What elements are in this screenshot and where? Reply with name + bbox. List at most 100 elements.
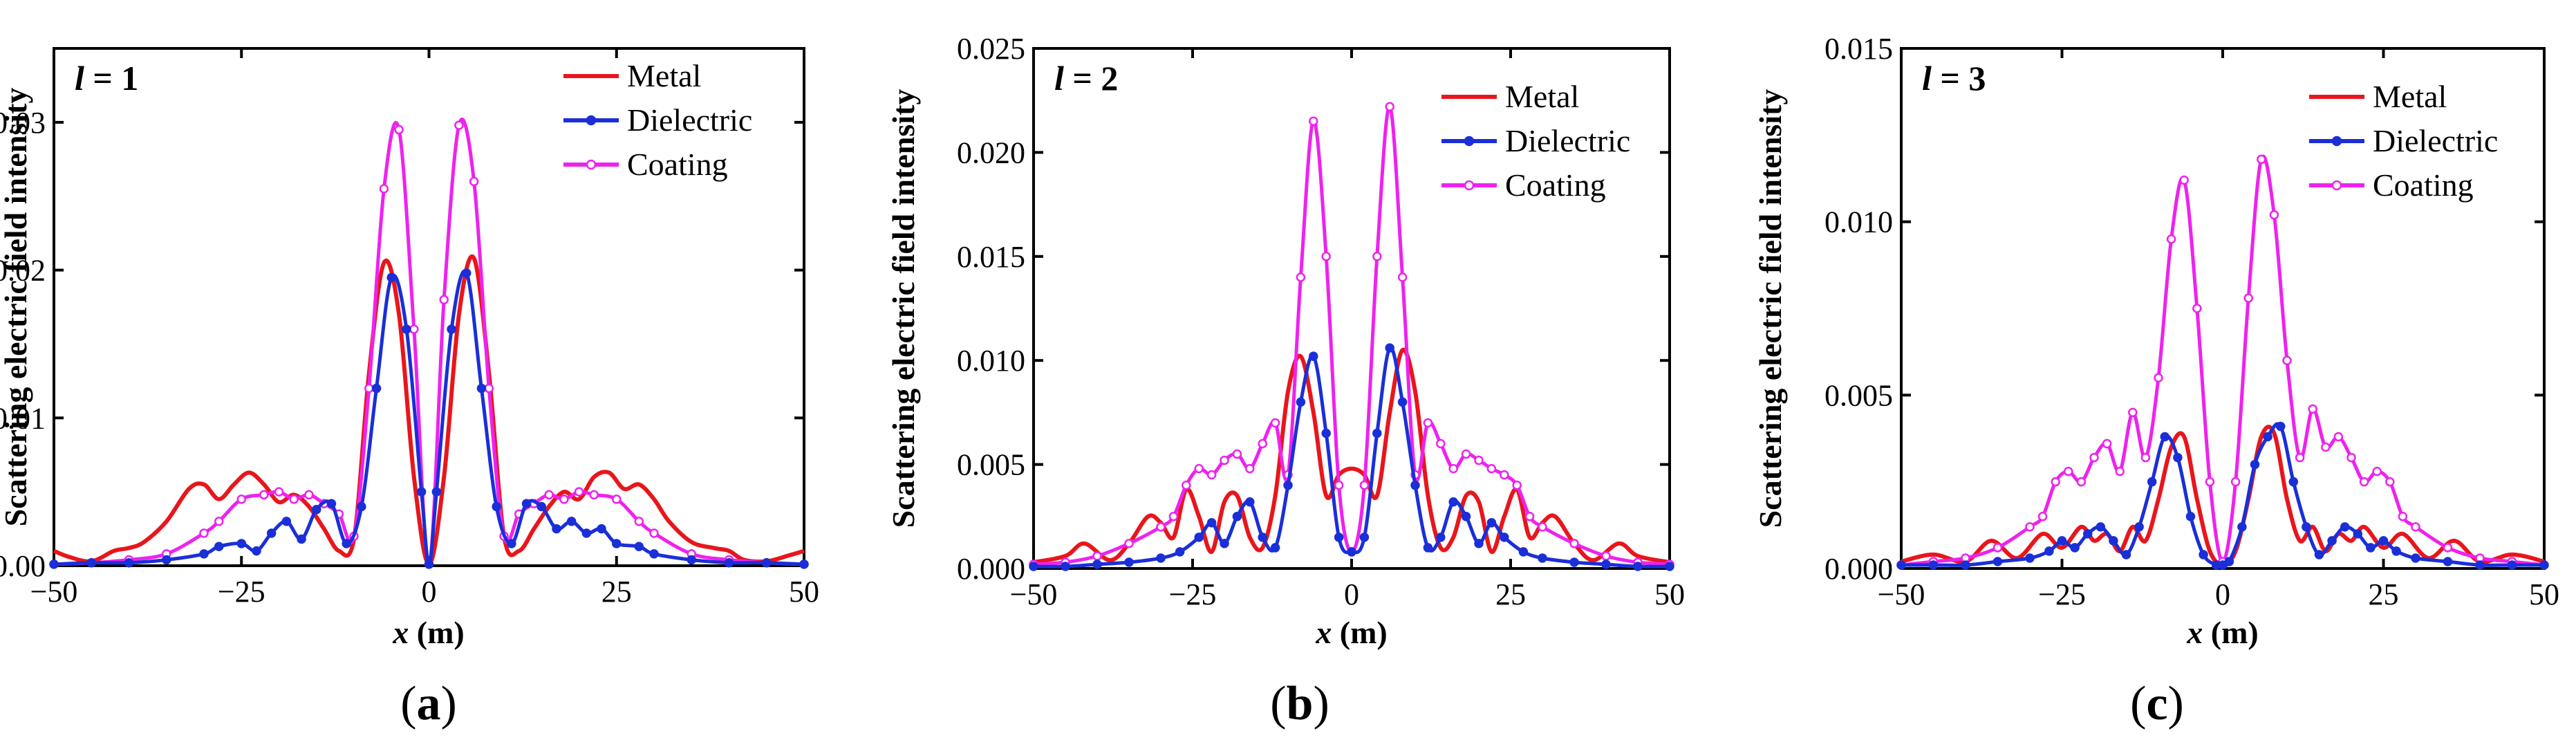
data-point-dielectric — [2475, 560, 2485, 570]
data-point-dielectric — [386, 272, 396, 283]
data-point-coating — [409, 324, 419, 334]
x-tick-label: −25 — [218, 575, 265, 609]
data-point-coating — [2179, 175, 2189, 185]
data-point-coating — [1372, 252, 1382, 261]
data-point-dielectric — [281, 517, 292, 526]
panel-tag: l = 1 — [75, 59, 138, 98]
data-point-coating — [1397, 272, 1408, 282]
data-point-dielectric — [2353, 529, 2363, 539]
series-line-metal — [1033, 347, 1670, 564]
caption: (c) — [2130, 677, 2184, 730]
caption-letter: b — [1287, 677, 1314, 730]
data-point-coating — [2372, 466, 2382, 477]
data-point-dielectric — [1347, 547, 1356, 557]
caption-letter: c — [2146, 677, 2167, 730]
data-point-dielectric — [507, 539, 516, 548]
y-tick-label: 0.025 — [957, 32, 1025, 66]
data-point-coating — [1461, 449, 1471, 459]
data-point-dielectric — [2275, 421, 2286, 432]
data-point-coating — [379, 184, 389, 194]
y-tick-label: 0.010 — [1824, 205, 1893, 239]
x-axis-title: x (m) — [392, 615, 464, 650]
x-tick-label: 50 — [1654, 577, 1685, 611]
data-point-coating — [214, 517, 224, 526]
data-point-dielectric — [1283, 480, 1293, 490]
data-point-dielectric — [536, 501, 546, 512]
data-point-coating — [2064, 466, 2073, 477]
series-line-dielectric — [1033, 346, 1670, 568]
data-point-coating — [1474, 455, 1484, 465]
legend-label-coating: Coating — [1505, 167, 1606, 203]
data-point-dielectric — [2121, 550, 2131, 559]
data-point-coating — [236, 494, 246, 504]
data-point-coating — [2295, 452, 2305, 463]
data-point-coating — [2359, 477, 2369, 487]
data-point-dielectric — [1448, 497, 1458, 507]
data-point-dielectric — [2185, 512, 2196, 521]
data-point-dielectric — [2147, 477, 2157, 487]
data-point-dielectric — [1321, 428, 1331, 438]
data-point-dielectric — [2302, 522, 2311, 532]
x-tick-label: 0 — [422, 575, 437, 609]
data-point-dielectric — [1461, 512, 1471, 521]
legend: Metal Dielectric Coating — [2309, 79, 2498, 203]
x-axis-title: x (m) — [1315, 615, 1387, 650]
data-point-dielectric — [687, 555, 696, 565]
data-point-dielectric — [2044, 546, 2054, 556]
data-point-coating — [544, 490, 554, 500]
data-point-dielectric — [2070, 543, 2080, 553]
data-point-coating — [454, 120, 464, 130]
data-point-coating — [1538, 522, 1547, 532]
data-point-dielectric — [124, 557, 134, 568]
data-point-coating — [1309, 116, 1318, 127]
data-point-dielectric — [1258, 533, 1267, 542]
series-line-coating — [1901, 154, 2545, 567]
data-point-dielectric — [86, 557, 96, 568]
x-axis-unit: (m) — [2203, 615, 2258, 650]
x-tick-label: −25 — [1169, 577, 1217, 611]
data-point-coating — [484, 383, 494, 394]
data-point-dielectric — [1961, 560, 1970, 570]
data-point-dielectric — [1385, 343, 1394, 353]
data-point-dielectric — [402, 324, 411, 334]
data-point-coating — [1436, 438, 1446, 449]
data-point-dielectric — [1436, 533, 1446, 542]
data-point-coating — [2243, 293, 2253, 303]
data-point-dielectric — [2411, 553, 2420, 563]
tick-marks: −50 −25 0 25 50 0.000 0.005 0.010 0.015 0.020 0.02… — [957, 32, 1685, 611]
data-point-coating — [2398, 512, 2408, 521]
data-point-coating — [2166, 234, 2176, 244]
y-tick-label: 0.00 — [0, 549, 46, 583]
data-point-coating — [2089, 452, 2099, 463]
y-tick-label: 0.03 — [0, 106, 46, 140]
data-point-dielectric — [1992, 557, 2003, 566]
data-point-dielectric — [1928, 560, 1939, 570]
data-point-dielectric — [1206, 518, 1217, 528]
data-point-coating — [439, 295, 449, 305]
data-point-coating — [1500, 470, 1509, 480]
panel-tag-var: l — [1922, 59, 1932, 98]
data-point-dielectric — [2378, 536, 2389, 546]
data-point-coating — [634, 517, 644, 526]
data-point-dielectric — [1232, 512, 1242, 521]
data-point-dielectric — [1245, 497, 1255, 507]
data-point-coating — [2321, 442, 2331, 452]
y-axis-title: Scattering electric field intensity — [0, 88, 33, 527]
data-point-dielectric — [2539, 560, 2549, 570]
data-point-dielectric — [1334, 533, 1344, 542]
data-point-coating — [1156, 522, 1166, 532]
data-point-coating — [1245, 463, 1255, 474]
data-point-dielectric — [1092, 559, 1102, 569]
data-point-coating — [2308, 404, 2317, 414]
legend-label-metal: Metal — [2373, 79, 2447, 114]
data-point-coating — [1182, 480, 1191, 490]
data-point-dielectric — [1194, 533, 1204, 542]
legend-label-coating: Coating — [2373, 167, 2474, 203]
data-point-dielectric — [2288, 477, 2299, 487]
data-point-dielectric — [199, 549, 209, 559]
data-point-coating — [2051, 477, 2060, 487]
data-point-coating — [1423, 418, 1433, 428]
data-point-dielectric — [2314, 550, 2324, 559]
data-point-coating — [304, 490, 314, 500]
